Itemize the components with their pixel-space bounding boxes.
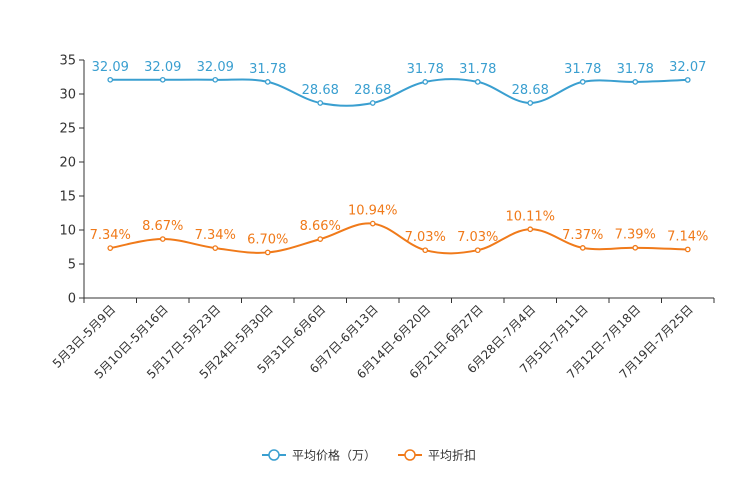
data-point[interactable] xyxy=(107,76,114,83)
legend-item[interactable]: 平均折扣 xyxy=(398,448,476,463)
data-label: 7.34% xyxy=(195,228,236,243)
data-label: 32.09 xyxy=(92,60,129,75)
data-point[interactable] xyxy=(527,100,534,106)
series-line xyxy=(110,222,688,255)
data-label: 28.68 xyxy=(354,83,391,98)
data-label: 32.09 xyxy=(197,60,234,75)
data-point[interactable] xyxy=(317,100,324,106)
y-tick-label: 20 xyxy=(59,156,76,171)
data-point[interactable] xyxy=(579,79,586,85)
series-layer: 32.09 32.09 32.09 31.78 28.68 28.68 31.78 31.78… xyxy=(90,60,708,256)
data-label: 28.68 xyxy=(302,83,339,98)
data-point[interactable] xyxy=(369,100,376,106)
data-label: 8.67% xyxy=(142,219,183,234)
data-point[interactable] xyxy=(107,245,114,251)
legend-marker-icon xyxy=(404,449,416,461)
data-label: 32.07 xyxy=(669,60,706,75)
legend-item[interactable]: 平均价格（万） xyxy=(262,448,376,463)
data-point[interactable] xyxy=(632,79,639,85)
data-point[interactable] xyxy=(684,246,691,253)
data-point[interactable] xyxy=(264,249,271,256)
y-tick-label: 15 xyxy=(59,190,76,205)
data-point[interactable] xyxy=(474,79,481,85)
series-line xyxy=(110,78,688,107)
data-point[interactable] xyxy=(159,236,166,242)
y-tick-label: 5 xyxy=(68,258,76,273)
data-point[interactable] xyxy=(422,79,429,85)
y-tick-label: 10 xyxy=(59,224,76,239)
data-label: 10.11% xyxy=(505,209,555,224)
data-label: 31.78 xyxy=(617,62,654,77)
y-tick-label: 25 xyxy=(59,122,76,137)
legend-label: 平均价格（万） xyxy=(292,448,376,463)
data-label: 7.03% xyxy=(457,230,498,245)
data-label: 8.66% xyxy=(300,219,341,234)
data-label: 10.94% xyxy=(348,204,398,219)
data-label: 7.14% xyxy=(667,229,708,244)
data-label: 31.78 xyxy=(249,62,286,77)
data-label: 6.70% xyxy=(247,232,288,247)
data-point[interactable] xyxy=(474,247,481,254)
data-point[interactable] xyxy=(527,226,534,233)
data-point[interactable] xyxy=(159,76,166,83)
data-label: 7.39% xyxy=(615,228,656,243)
y-tick-label: 0 xyxy=(68,292,76,307)
data-point[interactable] xyxy=(212,245,219,251)
data-label: 32.09 xyxy=(144,60,181,75)
series-0: 32.09 32.09 32.09 31.78 28.68 28.68 31.78 31.78… xyxy=(92,60,706,107)
series-1: 7.34% 8.67% 7.34% 6.70% 8.66% 10.94% 7.03% 7.03… xyxy=(90,204,708,256)
data-point[interactable] xyxy=(579,245,586,251)
data-point[interactable] xyxy=(317,236,324,242)
data-label: 28.68 xyxy=(512,83,549,98)
data-label: 7.03% xyxy=(405,230,446,245)
data-point[interactable] xyxy=(422,247,429,254)
data-label: 7.37% xyxy=(562,228,603,243)
legend[interactable]: 平均价格（万） 平均折扣 xyxy=(262,448,476,463)
data-label: 31.78 xyxy=(407,62,444,77)
data-label: 31.78 xyxy=(564,62,601,77)
data-label: 7.34% xyxy=(90,228,131,243)
data-point[interactable] xyxy=(684,77,691,83)
data-label: 31.78 xyxy=(459,62,496,77)
data-point[interactable] xyxy=(632,244,639,251)
legend-marker-icon xyxy=(268,449,280,461)
data-point[interactable] xyxy=(212,76,219,83)
data-point[interactable] xyxy=(369,220,376,227)
legend-label: 平均折扣 xyxy=(428,448,476,463)
data-point[interactable] xyxy=(264,79,271,85)
y-tick-label: 30 xyxy=(59,88,76,103)
y-tick-label: 35 xyxy=(59,54,76,69)
